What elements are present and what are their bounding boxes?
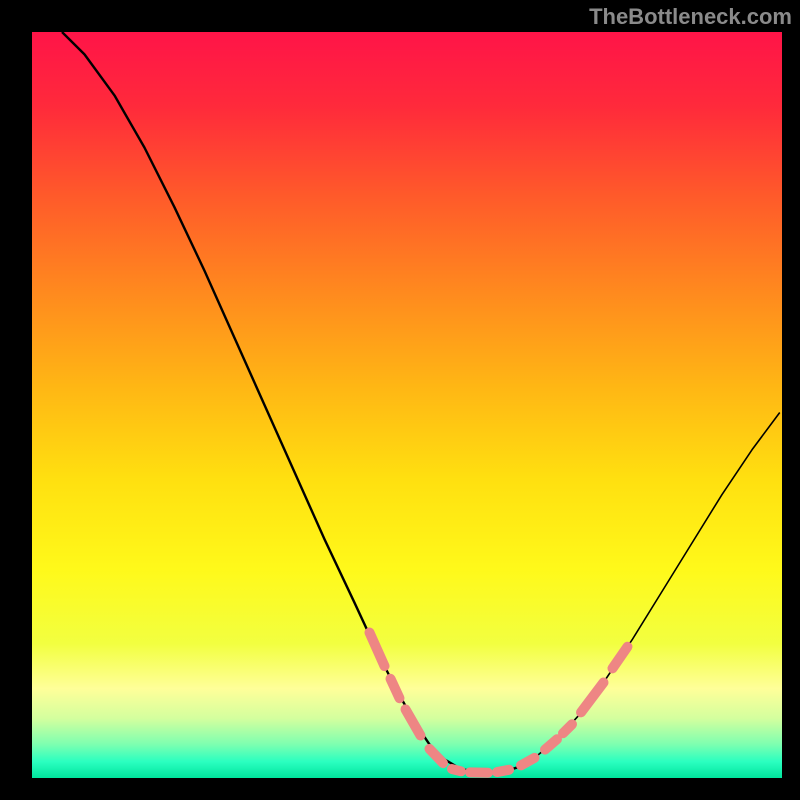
chart-svg [32,32,782,778]
canvas: TheBottleneck.com [0,0,800,800]
marker-segment [563,724,572,733]
marker-segment [497,770,509,772]
plot-area [32,32,782,778]
gradient-background [32,32,782,778]
marker-segment [521,758,535,765]
marker-segment [452,769,461,771]
watermark-text: TheBottleneck.com [589,4,792,30]
